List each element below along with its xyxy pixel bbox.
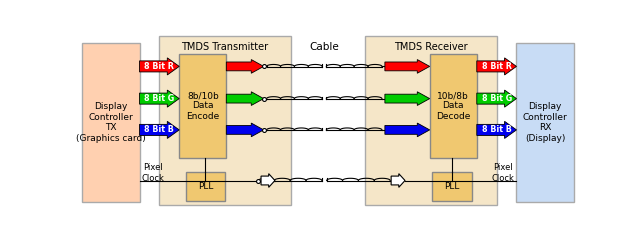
Text: 10b/8b
Data
Decode: 10b/8b Data Decode — [436, 91, 470, 121]
Text: 8 Bit B: 8 Bit B — [145, 125, 174, 134]
FancyBboxPatch shape — [432, 172, 472, 201]
Text: Pixel
Clock: Pixel Clock — [142, 163, 165, 183]
Text: 8 Bit B: 8 Bit B — [482, 125, 511, 134]
Text: Pixel
Clock: Pixel Clock — [491, 163, 514, 183]
FancyBboxPatch shape — [83, 43, 140, 202]
Text: Display
Controller
RX
(Display): Display Controller RX (Display) — [523, 103, 568, 143]
FancyArrow shape — [140, 90, 179, 107]
Text: 8 Bit G: 8 Bit G — [481, 94, 512, 103]
Text: TMDS Transmitter: TMDS Transmitter — [182, 42, 269, 52]
Text: Display
Controller
TX
(Graphics card): Display Controller TX (Graphics card) — [76, 103, 146, 143]
FancyBboxPatch shape — [516, 43, 573, 202]
FancyBboxPatch shape — [179, 54, 227, 158]
Text: Cable: Cable — [309, 42, 339, 52]
FancyArrow shape — [140, 121, 179, 138]
FancyArrow shape — [385, 60, 429, 73]
FancyArrow shape — [477, 90, 516, 107]
FancyArrow shape — [227, 123, 264, 137]
Text: 8 Bit R: 8 Bit R — [145, 62, 174, 71]
FancyArrow shape — [385, 92, 429, 105]
Text: 8b/10b
Data
Encode: 8b/10b Data Encode — [186, 91, 220, 121]
FancyArrow shape — [227, 60, 264, 73]
FancyArrow shape — [140, 58, 179, 75]
Text: 8 Bit R: 8 Bit R — [482, 62, 511, 71]
FancyArrow shape — [477, 121, 516, 138]
FancyArrow shape — [227, 92, 264, 105]
FancyArrow shape — [391, 174, 405, 187]
FancyBboxPatch shape — [365, 36, 497, 205]
FancyArrow shape — [477, 58, 516, 75]
Text: PLL: PLL — [198, 182, 213, 191]
Text: TMDS Receiver: TMDS Receiver — [394, 42, 468, 52]
Text: 8 Bit G: 8 Bit G — [144, 94, 175, 103]
FancyArrow shape — [261, 174, 275, 187]
FancyBboxPatch shape — [159, 36, 291, 205]
FancyBboxPatch shape — [429, 54, 477, 158]
Text: PLL: PLL — [444, 182, 460, 191]
FancyArrow shape — [385, 123, 429, 137]
FancyBboxPatch shape — [186, 172, 225, 201]
